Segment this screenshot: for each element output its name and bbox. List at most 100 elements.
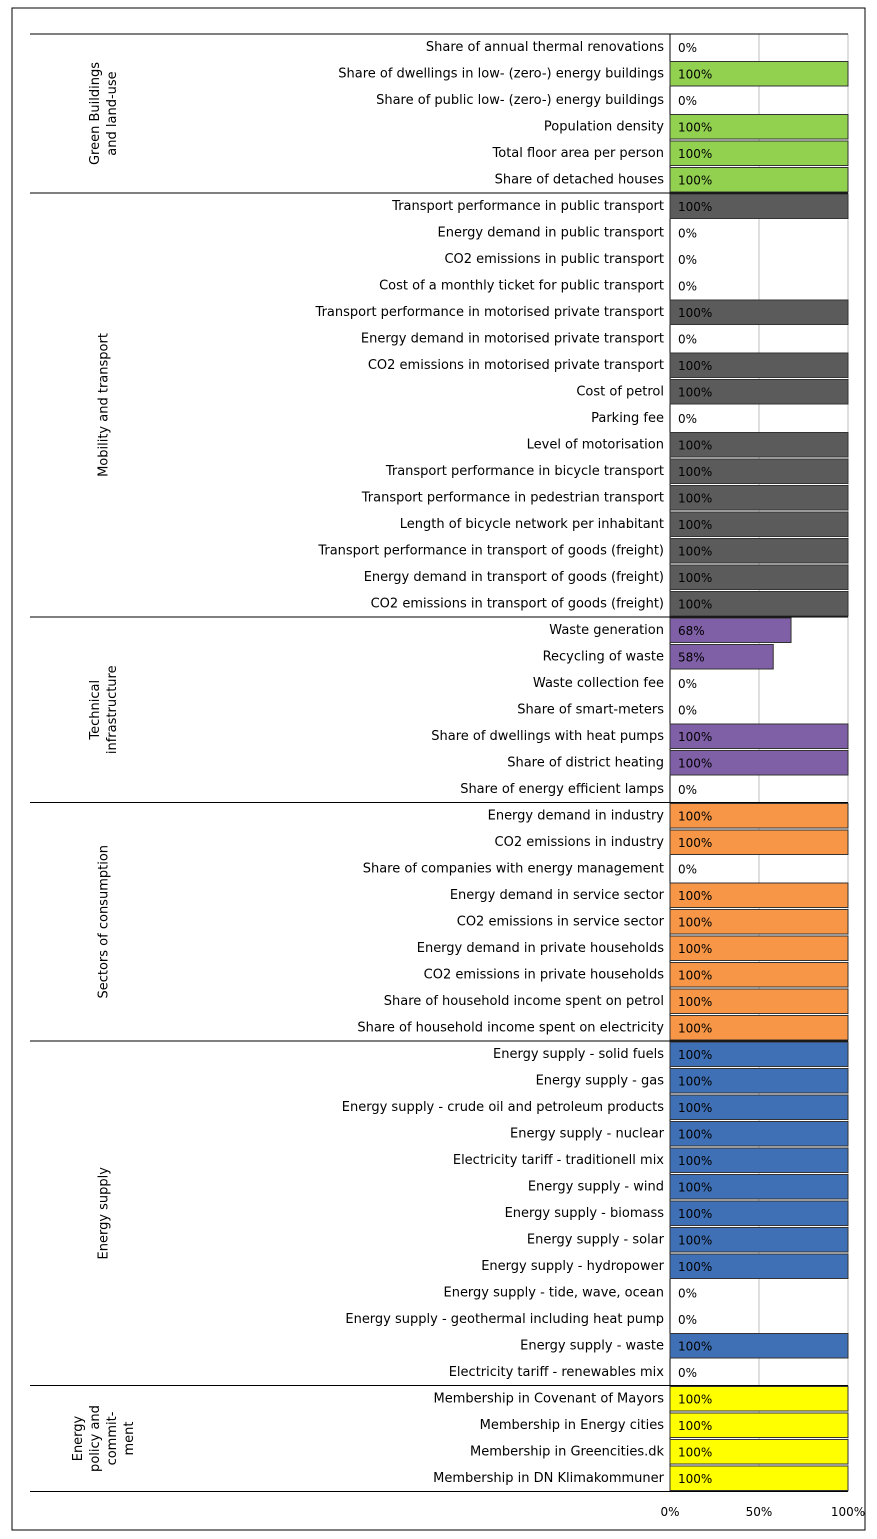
x-tick-label: 100% bbox=[831, 1505, 865, 1519]
category-label: Energy supply - tide, wave, ocean bbox=[443, 1285, 664, 1300]
value-label: 0% bbox=[678, 1366, 697, 1380]
category-label: Share of household income spent on elect… bbox=[357, 1020, 664, 1035]
category-label: Energy supply - hydropower bbox=[481, 1259, 664, 1274]
value-label: 100% bbox=[678, 1419, 712, 1433]
bar bbox=[669, 61, 849, 87]
bar bbox=[669, 750, 849, 776]
value-label: 100% bbox=[678, 120, 712, 134]
category-label: Membership in Covenant of Mayors bbox=[434, 1391, 665, 1406]
bar bbox=[669, 882, 849, 908]
value-label: 100% bbox=[678, 1048, 712, 1062]
category-label: Recycling of waste bbox=[543, 649, 664, 664]
bar bbox=[669, 379, 849, 405]
bar bbox=[669, 114, 849, 140]
category-label: CO2 emissions in transport of goods (fre… bbox=[371, 596, 664, 611]
category-label: Energy demand in transport of goods (fre… bbox=[364, 570, 664, 585]
group-label: Green Buildings bbox=[88, 62, 103, 165]
value-label: 0% bbox=[678, 412, 697, 426]
bar bbox=[669, 564, 849, 590]
value-label: 100% bbox=[678, 1021, 712, 1035]
group-label: and land-use bbox=[105, 71, 120, 155]
bar bbox=[669, 591, 849, 617]
group-label: Energy supply bbox=[97, 1167, 112, 1260]
value-label: 100% bbox=[678, 1339, 712, 1353]
bar bbox=[669, 829, 849, 855]
bar bbox=[669, 1200, 849, 1226]
bar bbox=[669, 617, 792, 643]
bar bbox=[669, 193, 849, 219]
x-tick-label: 0% bbox=[660, 1505, 679, 1519]
category-label: CO2 emissions in private households bbox=[424, 967, 665, 982]
category-label: Share of detached houses bbox=[495, 172, 665, 187]
category-label: Cost of a monthly ticket for public tran… bbox=[379, 278, 664, 293]
bar bbox=[669, 723, 849, 749]
category-label: Membership in Energy cities bbox=[480, 1418, 665, 1433]
bar bbox=[669, 352, 849, 378]
bar bbox=[669, 140, 849, 166]
value-label: 0% bbox=[678, 703, 697, 717]
bar bbox=[669, 1439, 849, 1465]
bar bbox=[669, 1174, 849, 1200]
category-label: Membership in Greencities.dk bbox=[470, 1444, 664, 1459]
group-label: ment bbox=[122, 1422, 137, 1456]
category-label: Parking fee bbox=[591, 411, 664, 426]
value-label: 100% bbox=[678, 1154, 712, 1168]
bar bbox=[669, 1253, 849, 1279]
value-label: 0% bbox=[678, 677, 697, 691]
value-label: 100% bbox=[678, 730, 712, 744]
bar bbox=[669, 1465, 849, 1491]
category-label: Transport performance in motorised priva… bbox=[315, 305, 664, 320]
value-label: 100% bbox=[678, 597, 712, 611]
value-label: 100% bbox=[678, 200, 712, 214]
bar bbox=[669, 1041, 849, 1067]
category-label: Share of smart-meters bbox=[517, 702, 664, 717]
bar bbox=[669, 988, 849, 1014]
bar bbox=[669, 935, 849, 961]
x-tick-label: 50% bbox=[746, 1505, 773, 1519]
value-label: 100% bbox=[678, 1472, 712, 1486]
value-label: 58% bbox=[678, 650, 705, 664]
category-label: Membership in DN Klimakommuner bbox=[433, 1471, 665, 1486]
bar bbox=[669, 1412, 849, 1438]
value-label: 100% bbox=[678, 1074, 712, 1088]
category-label: Share of dwellings with heat pumps bbox=[431, 729, 664, 744]
category-label: Transport performance in bicycle transpo… bbox=[385, 464, 664, 479]
bar bbox=[669, 1094, 849, 1120]
value-label: 0% bbox=[678, 1313, 697, 1327]
value-label: 100% bbox=[678, 385, 712, 399]
value-label: 0% bbox=[678, 41, 697, 55]
value-label: 100% bbox=[678, 147, 712, 161]
category-label: Share of public low- (zero-) energy buil… bbox=[376, 93, 664, 108]
category-label: Waste collection fee bbox=[533, 676, 664, 691]
category-label: Energy supply - crude oil and petroleum … bbox=[342, 1100, 664, 1115]
bar bbox=[669, 1227, 849, 1253]
bar bbox=[669, 485, 849, 511]
value-label: 100% bbox=[678, 756, 712, 770]
value-label: 100% bbox=[678, 1445, 712, 1459]
value-label: 100% bbox=[678, 359, 712, 373]
group-label: infrastructure bbox=[105, 665, 120, 754]
category-label: Waste generation bbox=[549, 623, 664, 638]
category-label: Population density bbox=[544, 119, 664, 134]
bar bbox=[669, 1333, 849, 1359]
group-label: policy and bbox=[88, 1405, 103, 1472]
value-label: 100% bbox=[678, 1127, 712, 1141]
value-label: 100% bbox=[678, 1207, 712, 1221]
category-label: Total floor area per person bbox=[492, 146, 664, 161]
bar bbox=[669, 538, 849, 564]
value-label: 0% bbox=[678, 226, 697, 240]
group-label: Technical bbox=[88, 680, 103, 741]
value-label: 100% bbox=[678, 1180, 712, 1194]
bar bbox=[669, 432, 849, 458]
bar bbox=[669, 1386, 849, 1412]
category-label: Electricity tariff - traditionell mix bbox=[453, 1153, 664, 1168]
category-label: CO2 emissions in service sector bbox=[457, 914, 665, 929]
category-label: Energy supply - nuclear bbox=[510, 1126, 665, 1141]
bar bbox=[669, 458, 849, 484]
bar bbox=[669, 1147, 849, 1173]
value-label: 100% bbox=[678, 1233, 712, 1247]
value-label: 100% bbox=[678, 889, 712, 903]
bar bbox=[669, 962, 849, 988]
category-label: Energy demand in private households bbox=[417, 941, 664, 956]
